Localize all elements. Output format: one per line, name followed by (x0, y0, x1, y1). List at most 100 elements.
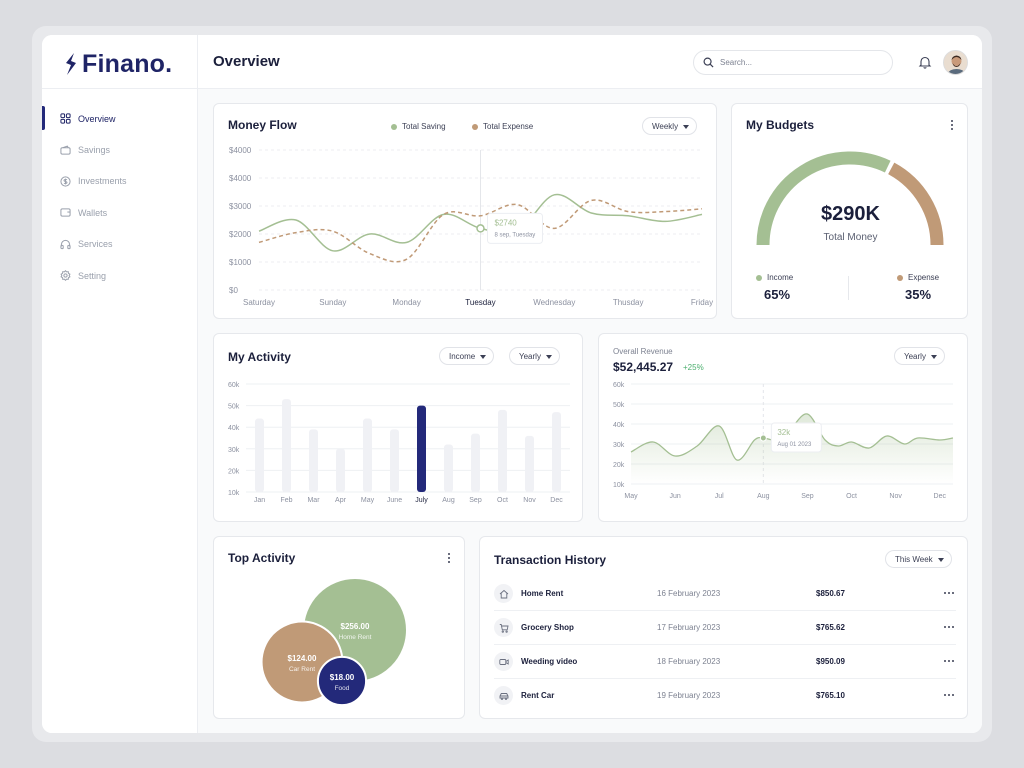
budget-divider (848, 276, 849, 300)
table-row[interactable]: Weeding video 18 February 2023 $950.09 (494, 645, 956, 679)
sidebar-item-savings[interactable]: Savings (42, 134, 198, 165)
activity-period-select[interactable]: Yearly (509, 347, 560, 365)
y-tick-label: 60k (228, 382, 240, 389)
bar-dec (552, 412, 561, 492)
x-tick-label: Feb (280, 497, 292, 504)
transaction-history-title: Transaction History (494, 553, 607, 567)
transaction-history-card: Transaction History This Week Home Rent … (479, 536, 968, 719)
legend-label: Expense (908, 273, 940, 282)
y-tick-label: 20k (613, 462, 625, 469)
search-input[interactable] (720, 58, 880, 67)
x-tick-label: Friday (691, 298, 713, 307)
transaction-icon (494, 618, 513, 637)
revenue-period-select[interactable]: Yearly (894, 347, 945, 365)
bar-june (390, 429, 399, 492)
table-row[interactable]: Grocery Shop 17 February 2023 $765.62 (494, 611, 956, 645)
x-tick-label: May (361, 497, 375, 504)
brand-name: Finano. (82, 49, 173, 78)
money-flow-period-select[interactable]: Weekly (642, 117, 698, 135)
money-flow-card: Money Flow Total Saving Total Expense We… (213, 103, 717, 319)
bar-mar (309, 429, 318, 492)
activity-title: My Activity (228, 350, 291, 364)
logo-icon (66, 53, 76, 75)
more-options-icon[interactable] (444, 552, 454, 564)
money-flow-chart: $4000 $4000 $3000 $2000 $1000 $0 Saturday Sunda… (229, 146, 713, 307)
y-tick-label: 30k (613, 442, 625, 449)
more-options-icon[interactable] (947, 119, 957, 131)
gauge-segment-expense (887, 162, 944, 246)
bar-nov (525, 435, 534, 492)
sidebar-item-overview[interactable]: Overview (42, 103, 198, 134)
legend-dot-expense (897, 274, 903, 281)
transaction-period-select[interactable]: This Week (885, 550, 952, 568)
dollar-circle-icon (60, 176, 71, 187)
x-tick-label: Saturday (243, 298, 275, 307)
more-horizontal-icon[interactable] (943, 657, 955, 665)
x-tick-label: Nov (889, 493, 902, 500)
transaction-amount: $850.67 (816, 589, 845, 598)
legend-dot-saving (391, 123, 397, 130)
activity-type-select[interactable]: Income (439, 347, 495, 365)
x-tick-label: Oct (846, 493, 857, 500)
budget-total-value: $290K (821, 203, 880, 225)
legend-label: Total Expense (483, 122, 534, 131)
activity-card: My Activity Income Yearly 60k 50k 40k 30k 20… (213, 333, 583, 522)
app-window: Finano. Overview Savings Investments Wal… (42, 35, 982, 733)
bubble-food (316, 655, 368, 707)
y-tick-label: $1000 (229, 258, 252, 267)
budget-income-percent: 65% (764, 287, 791, 302)
series-line-expense (258, 199, 703, 263)
y-tick-label: 50k (613, 402, 625, 409)
search-box[interactable] (693, 50, 893, 75)
sidebar-item-setting[interactable]: Setting (42, 260, 198, 291)
sidebar-item-investments[interactable]: Investments (42, 166, 198, 197)
home-icon (499, 589, 508, 598)
bell-icon[interactable] (918, 55, 932, 69)
bubble-label: Home Rent (339, 634, 372, 641)
table-row[interactable]: Rent Car 19 February 2023 $765.10 (494, 679, 956, 713)
search-icon (703, 57, 714, 68)
y-tick-label: 20k (228, 468, 240, 475)
legend-expense: Total Expense (472, 122, 533, 131)
budget-expense-legend: Expense (897, 273, 939, 282)
legend-saving: Total Saving (391, 122, 446, 131)
sidebar-item-wallets[interactable]: Wallets (42, 197, 198, 228)
transaction-amount: $950.09 (816, 657, 845, 666)
y-tick-label: $3000 (229, 202, 252, 211)
x-tick-label: Aug (442, 497, 455, 504)
data-point-marker (759, 434, 767, 442)
sidebar-item-services[interactable]: Services (42, 229, 198, 260)
transaction-icon (494, 652, 513, 671)
x-tick-label: Wednesday (533, 298, 575, 307)
sidebar-nav: Overview Savings Investments Wallets Ser… (42, 103, 198, 291)
top-activity-bubble-chart: $256.00 Home Rent $124.00 Car Rent $18.00 Foo… (260, 577, 408, 707)
wallet-icon (60, 145, 71, 155)
more-horizontal-icon[interactable] (943, 691, 955, 699)
more-horizontal-icon[interactable] (943, 623, 955, 631)
legend-dot-income (756, 274, 762, 281)
tooltip-value: 32k (777, 428, 791, 437)
more-horizontal-icon[interactable] (943, 589, 955, 597)
brand-logo[interactable]: Finano. (64, 49, 172, 79)
budget-gauge (756, 151, 944, 246)
legend-label: Total Saving (402, 122, 446, 131)
cart-icon (499, 623, 509, 633)
gear-icon (60, 270, 71, 282)
x-tick-label: July (415, 497, 428, 504)
transaction-icon (494, 686, 513, 705)
x-tick-label: Monday (392, 298, 420, 307)
avatar[interactable] (943, 50, 968, 75)
user-photo-icon (944, 51, 967, 74)
transaction-amount: $765.62 (816, 623, 845, 632)
bubble-label: Car Rent (289, 666, 315, 673)
video-icon (498, 658, 509, 665)
sidebar-item-label: Investments (78, 176, 127, 187)
transaction-amount: $765.10 (816, 691, 845, 700)
y-tick-label: 50k (228, 404, 240, 411)
x-tick-label: Jun (669, 493, 680, 500)
x-tick-label: Aug (757, 493, 770, 500)
table-row[interactable]: Home Rent 16 February 2023 $850.67 (494, 577, 956, 611)
bar-aug (444, 444, 453, 492)
y-tick-label: $0 (229, 286, 238, 295)
top-bar: Overview (198, 35, 982, 89)
